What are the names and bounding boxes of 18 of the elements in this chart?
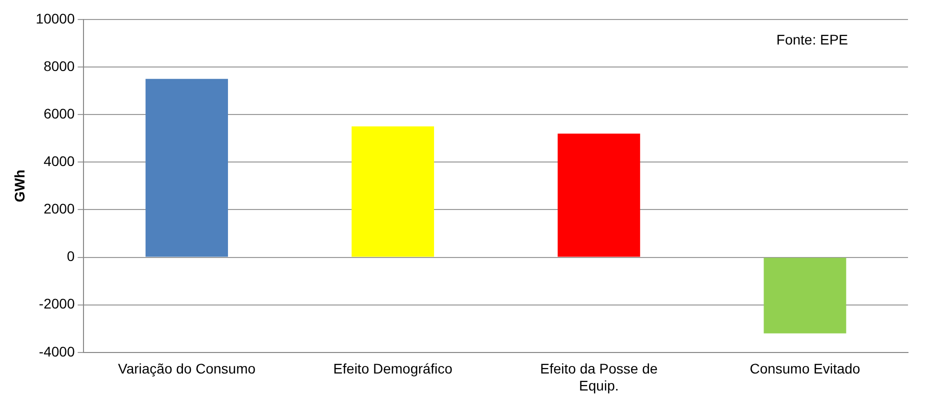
y-tick-label: -4000 [38,343,75,360]
x-tick-label: Efeito da Posse de Equip. [540,360,658,394]
y-axis-title: GWh [11,170,28,202]
bar [558,134,640,257]
annotation: Fonte: EPE [776,31,848,48]
bar [764,258,846,334]
y-tick-label: 8000 [44,58,75,74]
y-tick-label: 10000 [36,10,75,26]
bar [352,126,434,257]
x-tick-label: Consumo Evitado [750,360,860,377]
y-tick-label: 4000 [44,152,75,169]
x-tick-label: Efeito Demográfico [333,360,453,377]
y-tick-label: -2000 [38,296,75,312]
y-tick-label: 6000 [44,105,75,122]
y-tick-label: 2000 [44,200,75,217]
y-tick-label: 0 [66,248,75,264]
bar [146,78,228,257]
x-tick-label: Variação do Consumo [118,360,256,377]
